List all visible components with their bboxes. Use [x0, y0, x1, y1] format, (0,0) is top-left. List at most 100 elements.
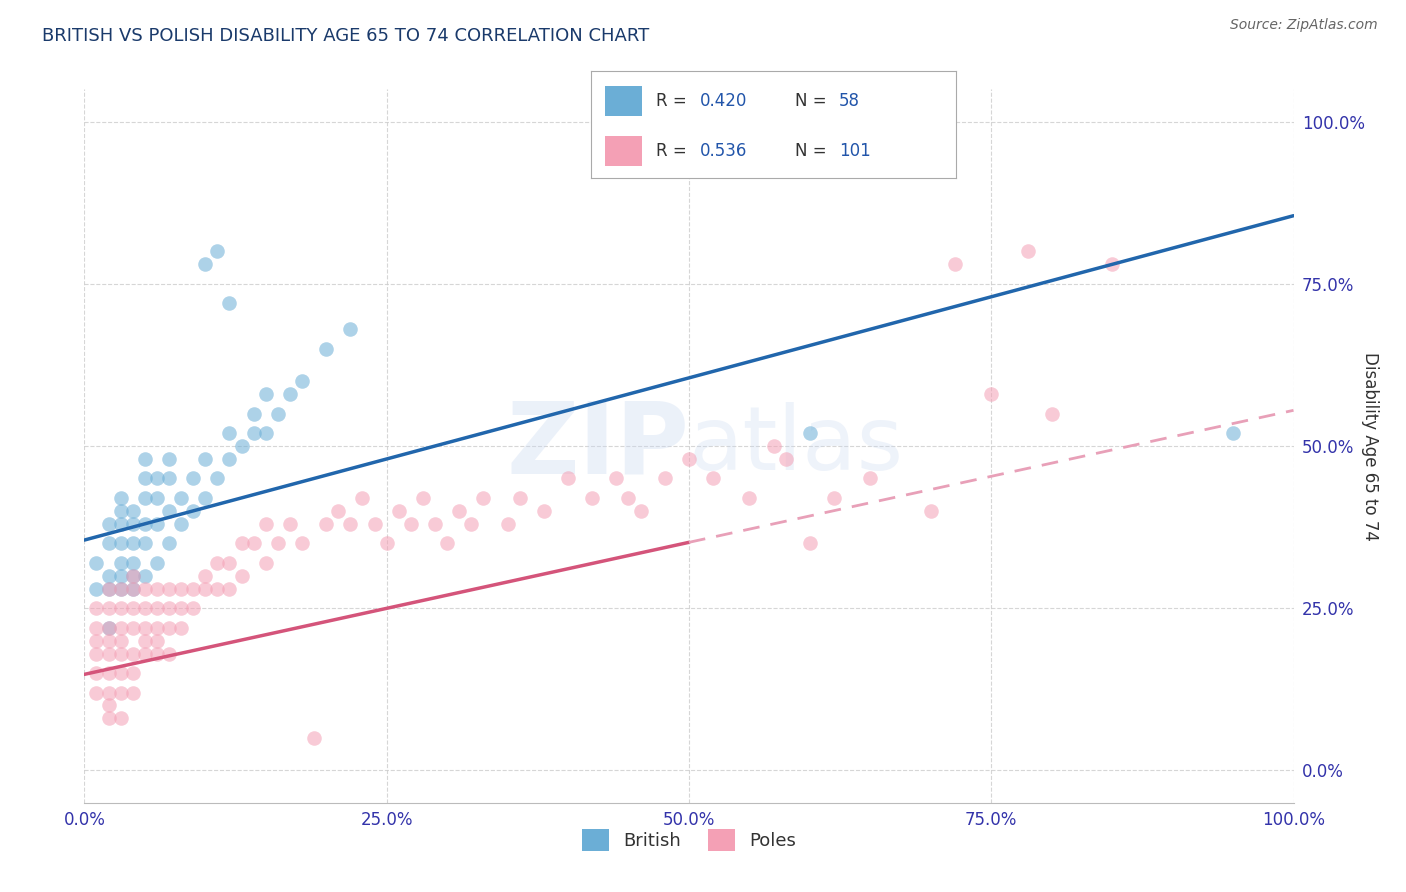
Point — [315, 342, 337, 356]
Point — [110, 536, 132, 550]
Text: R =: R = — [657, 93, 692, 111]
Text: N =: N = — [796, 142, 832, 160]
Point — [134, 601, 156, 615]
Point — [630, 504, 652, 518]
Point — [218, 296, 240, 310]
Point — [110, 556, 132, 570]
Point — [110, 491, 132, 505]
Point — [110, 568, 132, 582]
Point — [170, 621, 193, 635]
Point — [121, 556, 143, 570]
Point — [121, 582, 143, 596]
Text: BRITISH VS POLISH DISABILITY AGE 65 TO 74 CORRELATION CHART: BRITISH VS POLISH DISABILITY AGE 65 TO 7… — [42, 27, 650, 45]
Point — [799, 536, 821, 550]
Point — [242, 407, 264, 421]
Point — [86, 556, 108, 570]
Point — [315, 516, 337, 531]
Point — [97, 568, 120, 582]
Point — [86, 685, 108, 699]
Point — [738, 491, 761, 505]
Point — [207, 471, 229, 485]
Point — [194, 582, 217, 596]
Point — [121, 504, 143, 518]
Point — [157, 504, 180, 518]
Point — [207, 582, 229, 596]
Point — [375, 536, 398, 550]
Point — [218, 556, 240, 570]
Point — [254, 387, 277, 401]
Point — [170, 491, 193, 505]
Point — [134, 582, 156, 596]
Point — [146, 491, 169, 505]
Point — [134, 633, 156, 648]
Point — [86, 582, 108, 596]
Point — [242, 536, 264, 550]
Point — [605, 471, 627, 485]
Point — [110, 666, 132, 681]
Point — [86, 621, 108, 635]
Point — [146, 633, 169, 648]
Point — [859, 471, 882, 485]
Point — [943, 257, 966, 271]
Point — [86, 666, 108, 681]
Point — [242, 425, 264, 440]
Text: 101: 101 — [839, 142, 870, 160]
Point — [110, 633, 132, 648]
Point — [134, 516, 156, 531]
Point — [121, 621, 143, 635]
Point — [363, 516, 385, 531]
Point — [423, 516, 446, 531]
Point — [1017, 244, 1039, 259]
Point — [97, 621, 120, 635]
Point — [97, 711, 120, 725]
Point — [472, 491, 495, 505]
Point — [97, 685, 120, 699]
Point — [134, 647, 156, 661]
Point — [97, 698, 120, 713]
Point — [181, 582, 204, 596]
Text: R =: R = — [657, 142, 692, 160]
Point — [146, 516, 169, 531]
Point — [291, 536, 314, 550]
Point — [533, 504, 555, 518]
Point — [399, 516, 422, 531]
Point — [412, 491, 434, 505]
Point — [97, 633, 120, 648]
Point — [134, 471, 156, 485]
Point — [110, 601, 132, 615]
Point — [920, 504, 942, 518]
Point — [134, 536, 156, 550]
Point — [110, 711, 132, 725]
Point — [110, 685, 132, 699]
Point — [218, 452, 240, 467]
Point — [121, 568, 143, 582]
Point — [121, 568, 143, 582]
Point — [157, 647, 180, 661]
Point — [97, 582, 120, 596]
Point — [980, 387, 1002, 401]
Point — [97, 621, 120, 635]
Point — [157, 536, 180, 550]
Point — [134, 568, 156, 582]
Y-axis label: Disability Age 65 to 74: Disability Age 65 to 74 — [1361, 351, 1379, 541]
Point — [267, 407, 290, 421]
Point — [157, 601, 180, 615]
Point — [170, 601, 193, 615]
Point — [194, 568, 217, 582]
Point — [110, 504, 132, 518]
Point — [134, 621, 156, 635]
Point — [146, 601, 169, 615]
Point — [121, 685, 143, 699]
Text: atlas: atlas — [689, 402, 904, 490]
Point — [86, 601, 108, 615]
Point — [254, 516, 277, 531]
Point — [339, 322, 361, 336]
Point — [291, 374, 314, 388]
Point — [678, 452, 700, 467]
Point — [557, 471, 579, 485]
Point — [110, 647, 132, 661]
Point — [449, 504, 471, 518]
Text: N =: N = — [796, 93, 832, 111]
Point — [339, 516, 361, 531]
Point — [799, 425, 821, 440]
